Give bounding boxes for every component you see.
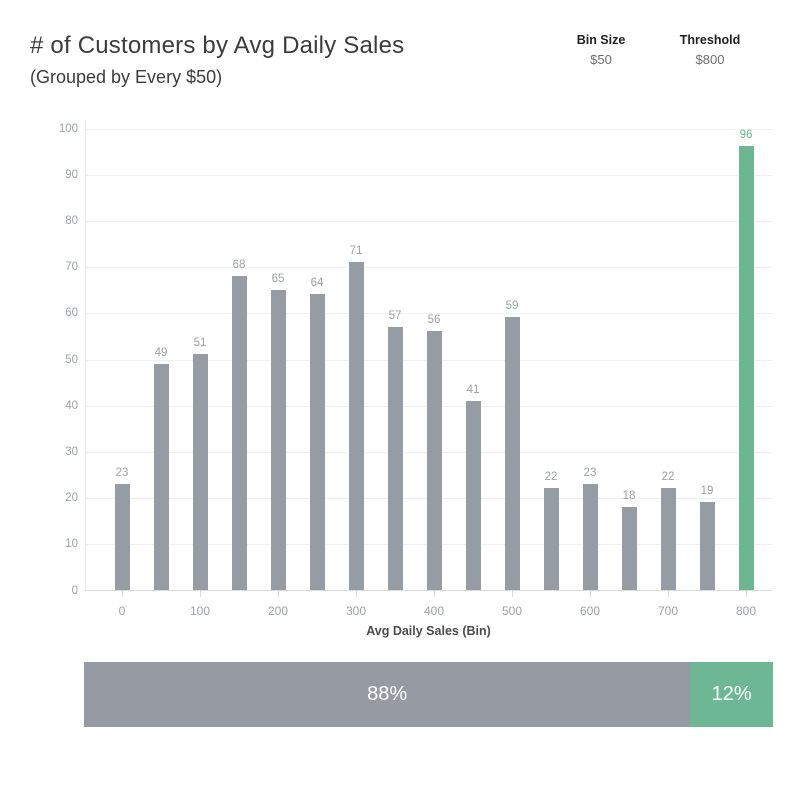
param-threshold-label: Threshold [679,33,741,47]
bar-value-label-450: 41 [466,383,480,396]
gridline-y-80 [86,220,772,222]
bar-value-label-650: 18 [622,489,636,502]
y-tick-label-90: 90 [65,168,78,181]
percentage-segment-below-threshold[interactable]: 88% [84,662,691,727]
y-tick-label-70: 70 [65,261,78,274]
bar-value-label-700: 22 [661,471,675,484]
x-tick-label-600: 600 [579,604,601,618]
bar-value-label-200: 65 [271,272,285,285]
bar-bin-250[interactable] [309,294,325,590]
bar-value-label-100: 51 [193,337,207,350]
bar-value-label-550: 22 [544,471,558,484]
bar-value-label-600: 23 [583,466,597,479]
x-tick-label-800: 800 [735,604,757,618]
bar-bin-0[interactable] [114,483,130,590]
y-tick-label-0: 0 [71,584,78,597]
percentage-segment-above-threshold[interactable]: 12% [690,662,773,727]
x-tick-600 [590,591,591,597]
bar-bin-350[interactable] [387,326,403,590]
x-tick-300 [356,591,357,597]
x-tick-label-100: 100 [189,604,211,618]
bar-value-label-800: 96 [739,129,753,142]
x-tick-label-0: 0 [118,604,126,618]
x-tick-100 [200,591,201,597]
bar-value-label-500: 59 [505,300,519,313]
bar-bin-450[interactable] [465,400,481,590]
x-tick-label-700: 700 [657,604,679,618]
bar-bin-550[interactable] [543,488,559,590]
page-title: # of Customers by Avg Daily Sales [30,32,405,59]
gridline-y-60 [86,313,772,315]
page-subtitle: (Grouped by Every $50) [30,67,223,87]
bar-bin-750[interactable] [699,502,715,590]
gridline-y-70 [86,267,772,269]
y-tick-label-40: 40 [65,399,78,412]
x-tick-800 [746,591,747,597]
bar-bin-200[interactable] [270,289,286,590]
bar-bin-650[interactable] [621,506,637,590]
bar-bin-600[interactable] [582,483,598,590]
y-tick-label-100: 100 [58,122,78,135]
x-tick-200 [278,591,279,597]
x-tick-500 [512,591,513,597]
bar-bin-300[interactable] [348,261,364,590]
x-tick-0 [122,591,123,597]
x-tick-700 [668,591,669,597]
x-tick-label-300: 300 [345,604,367,618]
bar-bin-700[interactable] [660,488,676,590]
y-tick-label-80: 80 [65,214,78,227]
bar-value-label-0: 23 [115,466,129,479]
param-threshold: Threshold $800 [665,33,755,67]
plot-area: 0 10 20 30 40 50 60 70 80 90 100 23 49 51 68 65 64 71 57 56… [59,120,772,618]
y-tick-label-50: 50 [65,353,78,366]
x-tick-400 [434,591,435,597]
param-bin-size-value[interactable]: $50 [590,52,612,67]
x-tick-label-500: 500 [501,604,523,618]
param-bin-size-label: Bin Size [576,33,626,47]
bar-value-label-400: 56 [427,314,441,327]
bar-bin-150[interactable] [231,275,247,590]
bar-bin-50[interactable] [153,363,169,590]
param-bin-size: Bin Size $50 [556,33,646,67]
bar-bin-400[interactable] [426,331,442,590]
gridline-y-100 [86,128,772,130]
y-tick-label-60: 60 [65,307,78,320]
bar-value-label-350: 57 [388,309,402,322]
y-tick-label-30: 30 [65,445,78,458]
percentage-stacked-bar: 88% 12% [84,662,773,727]
bar-bin-500[interactable] [504,317,520,590]
bar-value-label-250: 64 [310,277,324,290]
y-tick-label-10: 10 [65,538,78,551]
gridline-y-90 [86,174,772,176]
bar-bin-800[interactable] [738,146,754,590]
bar-bin-100[interactable] [192,354,208,590]
bar-value-label-150: 68 [232,258,246,271]
x-tick-label-200: 200 [267,604,289,618]
y-tick-label-20: 20 [65,492,78,505]
bar-value-label-300: 71 [349,244,363,257]
x-tick-label-400: 400 [423,604,445,618]
x-axis-title: Avg Daily Sales (Bin) [366,624,491,638]
param-threshold-value[interactable]: $800 [695,52,725,67]
bar-value-label-50: 49 [154,346,168,359]
bar-value-label-750: 19 [700,485,714,498]
